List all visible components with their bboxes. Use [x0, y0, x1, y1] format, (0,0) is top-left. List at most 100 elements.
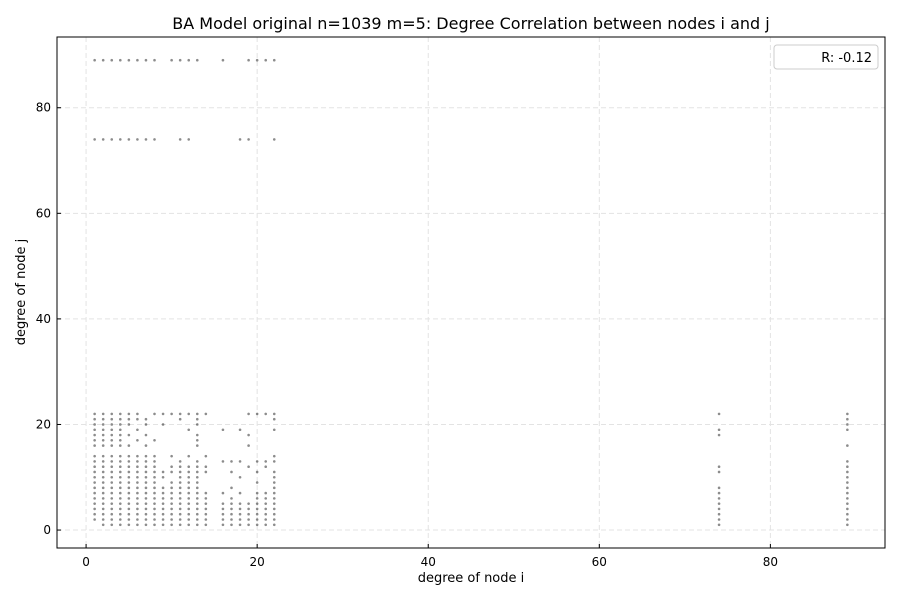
data-point: [101, 486, 105, 490]
data-point: [178, 460, 182, 463]
data-point: [247, 465, 250, 469]
data-point: [187, 486, 191, 490]
data-point: [144, 518, 148, 521]
grid: [57, 37, 885, 548]
data-point: [247, 502, 250, 505]
y-tick-label: 0: [43, 523, 51, 537]
data-point: [204, 491, 208, 495]
data-point: [846, 512, 849, 516]
data-point: [230, 523, 233, 527]
data-point: [93, 439, 96, 442]
data-point: [272, 428, 276, 432]
data-point: [93, 460, 96, 463]
data-point: [101, 58, 105, 62]
data-point: [247, 412, 250, 416]
data-point: [118, 444, 122, 447]
data-point: [110, 523, 114, 527]
data-point: [255, 470, 259, 474]
data-point: [144, 491, 148, 495]
data-point: [170, 507, 173, 511]
data-point: [101, 481, 105, 484]
data-point: [195, 497, 199, 500]
data-point: [118, 507, 122, 511]
data-point: [153, 138, 156, 141]
data-point: [178, 502, 182, 505]
data-point: [195, 481, 199, 484]
data-point: [717, 486, 721, 490]
data-point: [136, 454, 139, 458]
data-point: [110, 502, 114, 505]
data-point: [170, 486, 173, 490]
data-point: [161, 518, 165, 521]
data-point: [101, 138, 105, 141]
data-points: [93, 58, 849, 527]
data-point: [717, 470, 721, 474]
data-point: [272, 502, 276, 505]
data-point: [127, 454, 131, 458]
data-point: [264, 491, 268, 495]
data-point: [153, 502, 156, 505]
data-point: [161, 507, 165, 511]
data-point: [255, 491, 259, 495]
data-point: [144, 481, 148, 484]
data-point: [161, 470, 165, 474]
data-point: [846, 412, 849, 416]
x-tick-label: 40: [421, 555, 436, 569]
data-point: [170, 502, 173, 505]
data-point: [255, 512, 259, 516]
data-point: [846, 518, 849, 521]
data-point: [187, 481, 191, 484]
legend-label: R: -0.12: [821, 51, 872, 66]
x-tick-label: 20: [250, 555, 265, 569]
data-point: [136, 523, 139, 527]
data-point: [93, 444, 96, 447]
data-point: [136, 428, 139, 432]
data-point: [118, 518, 122, 521]
data-point: [170, 512, 173, 516]
data-point: [255, 460, 259, 463]
data-point: [187, 465, 191, 469]
data-point: [101, 523, 105, 527]
x-tick-label: 0: [82, 555, 90, 569]
data-point: [230, 460, 233, 463]
data-point: [101, 417, 105, 421]
data-point: [127, 460, 131, 463]
data-point: [144, 470, 148, 474]
data-point: [238, 475, 242, 479]
data-point: [118, 428, 122, 432]
data-point: [846, 481, 849, 484]
data-point: [717, 518, 721, 521]
data-point: [144, 454, 148, 458]
data-point: [195, 518, 199, 521]
data-point: [170, 454, 173, 458]
data-point: [144, 497, 148, 500]
data-point: [127, 475, 131, 479]
data-point: [204, 497, 208, 500]
data-point: [238, 507, 242, 511]
data-point: [272, 512, 276, 516]
data-point: [144, 460, 148, 463]
data-point: [187, 512, 191, 516]
data-point: [264, 518, 268, 521]
data-point: [230, 486, 233, 490]
data-point: [153, 497, 156, 500]
data-point: [187, 518, 191, 521]
data-point: [118, 491, 122, 495]
x-axis-label: degree of node i: [418, 571, 525, 586]
data-point: [272, 138, 276, 141]
data-point: [255, 523, 259, 527]
data-point: [144, 523, 148, 527]
data-point: [272, 454, 276, 458]
data-point: [187, 454, 191, 458]
data-point: [178, 512, 182, 516]
data-point: [127, 58, 131, 62]
data-point: [195, 470, 199, 474]
data-point: [144, 502, 148, 505]
data-point: [110, 481, 114, 484]
data-point: [136, 512, 139, 516]
data-point: [118, 523, 122, 527]
data-point: [101, 444, 105, 447]
data-point: [110, 507, 114, 511]
data-point: [195, 512, 199, 516]
data-point: [846, 507, 849, 511]
